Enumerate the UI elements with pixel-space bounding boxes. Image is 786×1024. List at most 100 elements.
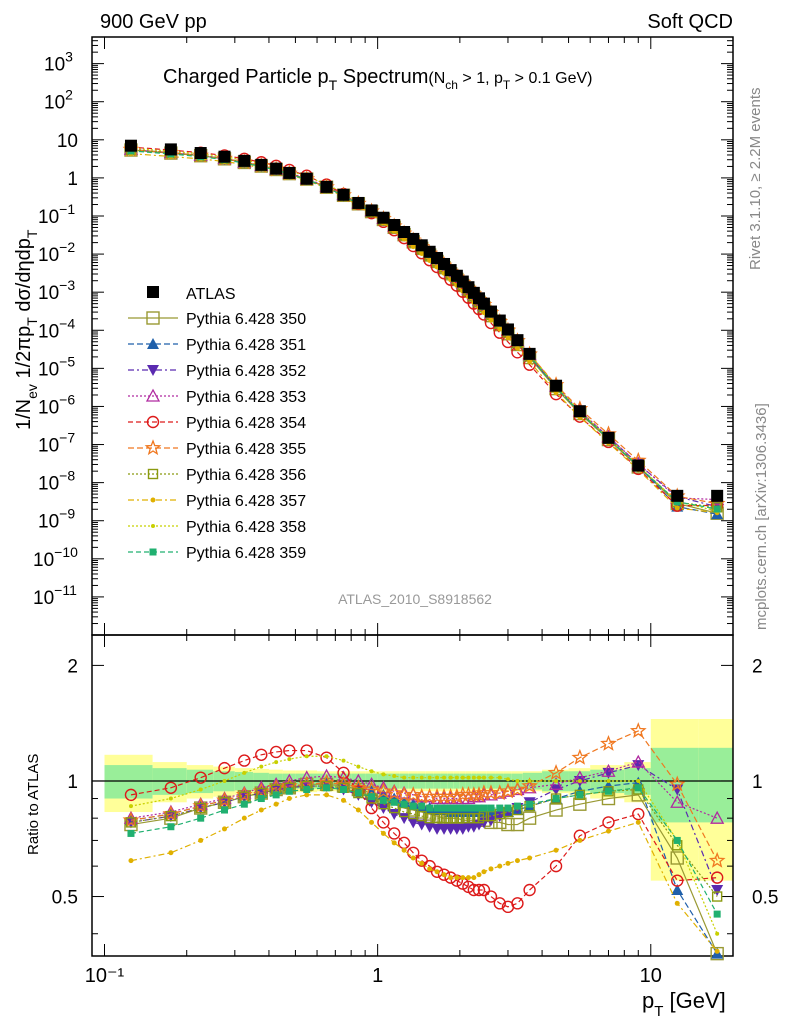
series-point-ratio <box>410 855 416 861</box>
series-point-ratio <box>670 794 685 808</box>
ylabel-sub2: T <box>24 317 40 326</box>
y-tick-label: 10−8 <box>38 468 75 495</box>
ylabel-rest: dσ/dηdp <box>13 238 35 317</box>
y-tick-label: 10−4 <box>38 315 75 342</box>
series-point-ratio <box>470 804 478 812</box>
title-main-rest: Spectrum <box>337 66 428 88</box>
atlas-data-point <box>255 158 268 171</box>
series-curves <box>122 139 726 961</box>
series-point-main <box>410 244 416 250</box>
series-point-ratio <box>459 804 467 812</box>
xlabel-main: p <box>642 988 654 1013</box>
series-point-main <box>419 250 425 256</box>
series-point-ratio <box>448 875 454 881</box>
series-point-ratio <box>511 897 524 910</box>
series-point-ratio <box>391 840 397 846</box>
legend-label: Pythia 6.428 359 <box>186 545 306 562</box>
y-tick-label: 10−5 <box>38 353 75 380</box>
series-point-ratio <box>324 754 329 759</box>
atlas-data-point <box>218 150 231 163</box>
series-point-ratio <box>435 775 440 780</box>
series-point-ratio <box>368 793 376 801</box>
series-point-ratio <box>401 847 407 853</box>
series-point-ratio <box>635 819 641 825</box>
ylabel-text: 1/N <box>13 399 35 430</box>
atlas-data-point <box>711 489 724 502</box>
series-point-ratio <box>418 802 426 810</box>
x-axis-label: pT [GeV] <box>642 988 726 1020</box>
series-point-ratio <box>218 761 231 775</box>
series-point-main <box>505 335 511 341</box>
series-point-ratio <box>220 806 228 814</box>
series-line-ratio <box>130 794 718 952</box>
series-point-ratio <box>390 798 398 806</box>
series-point-ratio <box>273 801 279 807</box>
y-tick-label: 10−3 <box>38 277 75 304</box>
series-point-ratio <box>272 791 280 799</box>
series-point-ratio <box>460 875 466 881</box>
series-point-ratio <box>602 816 615 829</box>
series-point-ratio <box>287 757 292 762</box>
series-point-ratio <box>341 797 347 803</box>
series-point-ratio <box>430 865 444 878</box>
legend-marker <box>151 524 155 528</box>
series-point-ratio <box>673 836 681 844</box>
series-point-ratio <box>453 804 461 812</box>
series-point-ratio <box>194 771 207 784</box>
atlas-data-point <box>523 347 536 360</box>
series-point-ratio <box>388 827 401 840</box>
series-point-main <box>713 505 721 513</box>
atlas-data-point <box>352 196 365 209</box>
series-point-ratio <box>447 804 455 812</box>
series-line-ratio <box>130 761 718 819</box>
ylabel-mid: 1/2πp <box>13 326 35 384</box>
legend-label: Pythia 6.428 354 <box>186 415 306 432</box>
y-tick-label: 102 <box>44 87 73 114</box>
series-point-ratio <box>600 734 617 751</box>
series-point-ratio <box>631 754 646 768</box>
title-cut: (N <box>428 70 445 87</box>
title-cut-rest: > 0.1 GeV) <box>510 70 592 87</box>
legend-marker <box>150 497 156 503</box>
series-point-ratio <box>411 775 416 780</box>
series-point-ratio <box>497 863 503 869</box>
series-point-ratio <box>547 764 565 780</box>
series-point-ratio <box>285 787 293 795</box>
header-left: 900 GeV pp <box>100 11 207 33</box>
series-point-ratio <box>604 787 612 795</box>
series-point-ratio <box>197 814 205 822</box>
series-point-ratio <box>526 800 534 808</box>
series-point-ratio <box>549 859 563 873</box>
series-point-ratio <box>711 884 724 896</box>
series-point-ratio <box>504 804 512 812</box>
series-point-ratio <box>465 875 471 881</box>
series-point-ratio <box>711 891 723 902</box>
series-line-main <box>130 149 718 515</box>
series-point-ratio <box>668 775 686 792</box>
series-point-main <box>488 317 494 323</box>
series-point-ratio <box>125 817 137 828</box>
series-point-ratio <box>574 789 586 801</box>
legend-label: Pythia 6.428 352 <box>186 363 306 380</box>
series-point-ratio <box>127 829 135 837</box>
series-point-ratio <box>304 754 309 759</box>
series-point-ratio <box>471 875 477 881</box>
series-point-ratio <box>286 796 292 802</box>
title-cut-sub1: ch <box>445 78 458 92</box>
series-point-ratio <box>434 869 440 875</box>
series-point-ratio <box>164 781 178 794</box>
title-cut-sub2: T <box>503 78 511 92</box>
series-point-ratio <box>375 782 392 799</box>
series-point-ratio <box>476 775 481 780</box>
series-point-ratio <box>501 817 515 832</box>
ratio-tick-label-right: 2 <box>752 656 763 677</box>
series-point-ratio <box>554 778 559 783</box>
series-point-ratio <box>549 803 563 817</box>
series-point-ratio <box>240 800 248 808</box>
series-point-ratio <box>475 804 483 812</box>
series-point-ratio <box>409 802 417 810</box>
legend-label-atlas: ATLAS <box>186 286 236 303</box>
series-point-ratio <box>605 828 611 834</box>
series-point-ratio <box>324 792 330 798</box>
